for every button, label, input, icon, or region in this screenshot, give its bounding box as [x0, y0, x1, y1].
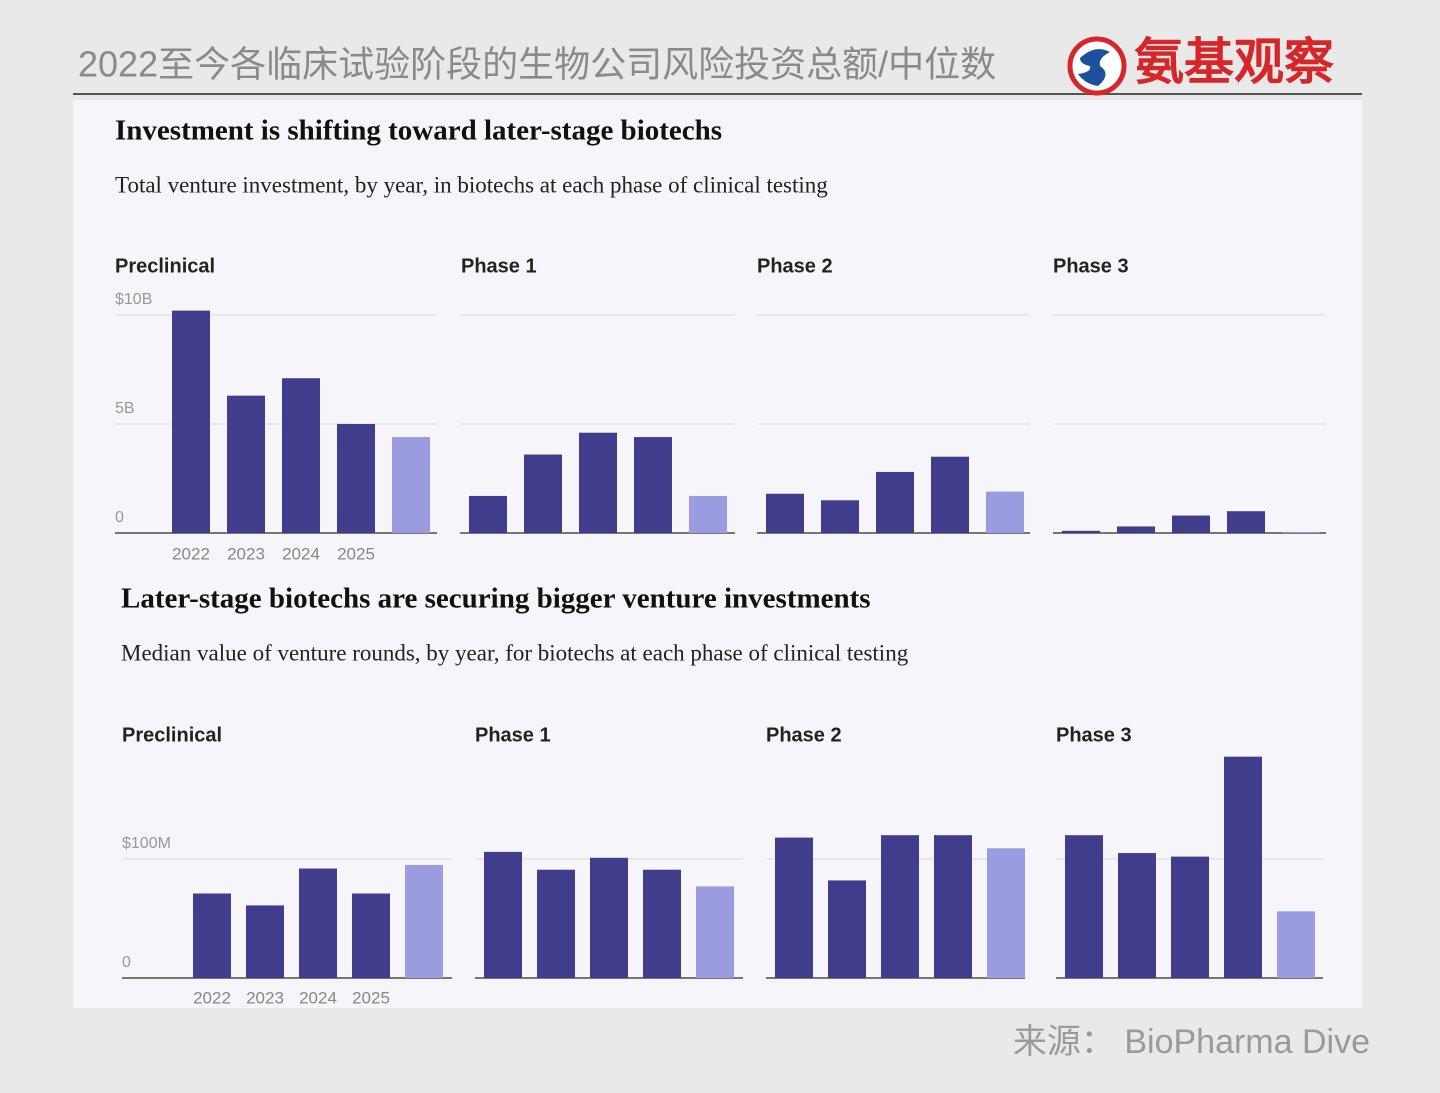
panel-title: Phase 2	[757, 255, 833, 277]
x-tick-label: 2022	[193, 988, 231, 1007]
bar	[246, 905, 284, 978]
bar	[1224, 756, 1262, 978]
chart-subtitle: Median value of venture rounds, by year,…	[121, 640, 909, 665]
panel-title: Phase 3	[1053, 255, 1129, 277]
bar	[689, 495, 727, 533]
x-tick-label: 2025	[337, 544, 375, 563]
card	[73, 100, 1362, 1008]
bar	[634, 437, 672, 533]
bar	[484, 851, 522, 978]
bar	[590, 857, 628, 978]
y-tick-label: 5B	[115, 400, 135, 417]
bar	[881, 835, 919, 978]
y-tick-label: $100M	[122, 835, 171, 852]
y-tick-label: 0	[115, 509, 124, 526]
logo-text: 氨基观察	[1134, 34, 1334, 90]
bar	[1117, 526, 1155, 533]
bar	[1282, 531, 1320, 533]
bar	[579, 432, 617, 533]
bar	[986, 491, 1024, 533]
bar	[193, 893, 231, 978]
panel-title: Phase 1	[461, 255, 537, 277]
bar	[524, 454, 562, 533]
chart-title: Later-stage biotechs are securing bigger…	[121, 583, 871, 615]
panel-title: Phase 3	[1056, 724, 1132, 746]
bar	[931, 456, 969, 533]
logo-icon	[1067, 36, 1127, 96]
x-tick-label: 2023	[227, 544, 265, 563]
chart-subtitle: Total venture investment, by year, in bi…	[115, 172, 828, 197]
bar	[282, 378, 320, 533]
page-title: 2022至今各临床试验阶段的生物公司风险投资总额/中位数	[78, 44, 996, 85]
panel-title: Phase 2	[766, 724, 842, 746]
panel-title: Phase 1	[475, 724, 551, 746]
x-tick-label: 2022	[172, 544, 210, 563]
bar	[352, 893, 390, 978]
x-tick-label: 2023	[246, 988, 284, 1007]
bar	[1118, 853, 1156, 978]
bar	[337, 424, 375, 533]
x-tick-label: 2025	[352, 988, 390, 1007]
bar	[766, 493, 804, 533]
source: 来源： BioPharma Dive	[1013, 1023, 1370, 1061]
panel-title: Preclinical	[122, 724, 222, 746]
bar	[934, 835, 972, 978]
x-tick-label: 2024	[299, 988, 337, 1007]
bar	[1172, 515, 1210, 533]
bar	[1277, 911, 1315, 978]
bar	[821, 500, 859, 533]
bar	[1062, 530, 1100, 533]
bar	[405, 864, 443, 978]
bar	[1065, 835, 1103, 978]
y-tick-label: 0	[122, 954, 131, 971]
bar	[1227, 511, 1265, 533]
bar	[227, 395, 265, 533]
bar	[537, 869, 575, 978]
bar	[876, 471, 914, 533]
panel-title: Preclinical	[115, 255, 215, 277]
bar	[775, 837, 813, 978]
y-tick-label: $10B	[115, 291, 152, 308]
bar	[696, 886, 734, 978]
bar	[987, 848, 1025, 978]
chart-title: Investment is shifting toward later-stag…	[115, 115, 722, 147]
bar	[828, 880, 866, 978]
bar	[392, 437, 430, 533]
bar	[1171, 856, 1209, 978]
bar	[299, 868, 337, 978]
bar	[469, 495, 507, 533]
bar	[172, 310, 210, 533]
bar	[643, 869, 681, 978]
x-tick-label: 2024	[282, 544, 320, 563]
